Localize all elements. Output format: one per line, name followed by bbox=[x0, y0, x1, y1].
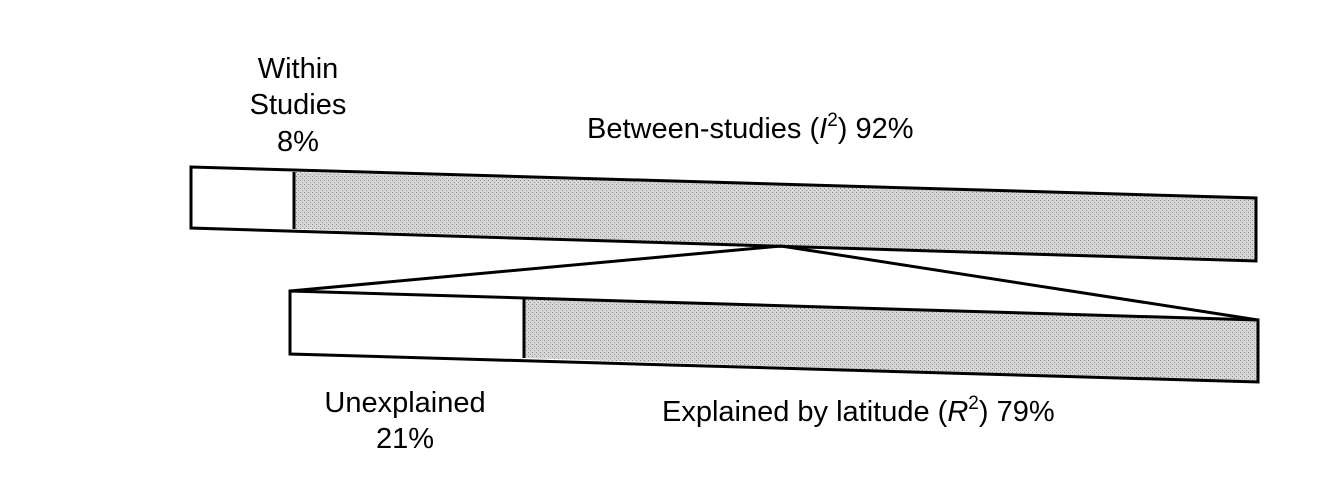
expansion-line-left bbox=[289, 244, 782, 293]
unexplained-label: Unexplained bbox=[324, 387, 485, 419]
bottom-bar-outline bbox=[288, 289, 1260, 384]
explained-by-latitude-label: Explained by latitude (R2) 79% bbox=[662, 393, 1055, 428]
explained-superscript: 2 bbox=[968, 393, 979, 414]
between-studies-prefix: Between-studies ( bbox=[587, 113, 819, 145]
unexplained-percent: 21% bbox=[376, 423, 434, 455]
between-studies-segment bbox=[294, 172, 1256, 261]
unexplained-segment bbox=[290, 291, 524, 358]
top-bar-outline bbox=[189, 165, 1258, 263]
expansion-lines bbox=[289, 244, 1259, 322]
between-studies-superscript: 2 bbox=[827, 110, 838, 131]
top-bar bbox=[189, 165, 1258, 263]
explained-suffix: ) 79% bbox=[979, 396, 1055, 428]
between-studies-suffix: ) 92% bbox=[838, 113, 914, 145]
within-studies-label-line1: Within bbox=[258, 53, 339, 85]
within-studies-label-line2: Studies bbox=[250, 89, 347, 121]
between-studies-symbol: I bbox=[819, 113, 827, 145]
explained-segment bbox=[524, 299, 1258, 382]
between-studies-label: Between-studies (I2) 92% bbox=[587, 110, 914, 145]
bottom-bar bbox=[288, 289, 1260, 384]
explained-prefix: Explained by latitude ( bbox=[662, 396, 948, 428]
labels: Within Studies 8% Between-studies (I2) 9… bbox=[250, 53, 1055, 455]
within-studies-percent: 8% bbox=[277, 126, 319, 158]
explained-symbol: R bbox=[947, 396, 968, 428]
expansion-line-right bbox=[780, 244, 1259, 322]
within-studies-segment bbox=[191, 167, 294, 229]
